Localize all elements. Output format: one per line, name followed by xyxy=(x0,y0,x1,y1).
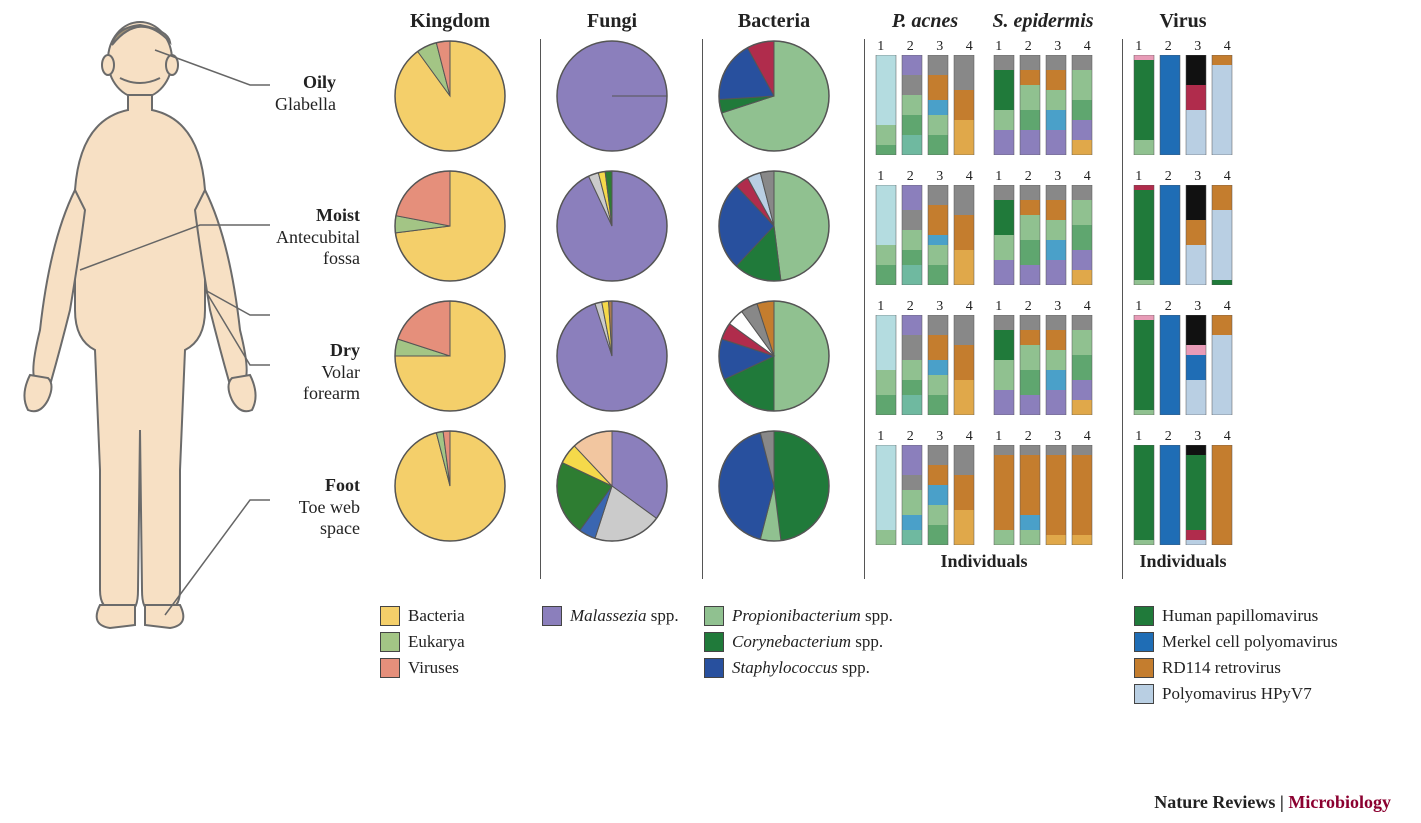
legend-item: Propionibacterium spp. xyxy=(704,606,964,626)
header-fungi: Fungi xyxy=(542,10,682,33)
legend-item: Staphylococcus spp. xyxy=(704,658,964,678)
legend-swatch xyxy=(542,606,562,626)
fungi-pie xyxy=(542,39,682,153)
site-foot-title: Foot xyxy=(325,475,360,495)
bacteria-pie xyxy=(704,299,844,413)
credit-line: Nature Reviews | Microbiology xyxy=(1154,792,1391,813)
legend-text: RD114 retrovirus xyxy=(1162,658,1281,678)
legend-kingdom: Bacteria Eukarya Viruses xyxy=(380,606,542,704)
virus-bars: 1234 xyxy=(1124,39,1242,155)
header-pacnes: P. acnes xyxy=(866,10,984,33)
virus-bars: 1234 xyxy=(1124,299,1242,415)
legend-item: RD114 retrovirus xyxy=(1134,658,1394,678)
legend-text: Malassezia spp. xyxy=(570,606,679,626)
legend-item: Viruses xyxy=(380,658,542,678)
legend-text: Corynebacterium spp. xyxy=(732,632,883,652)
legend-item: Eukarya xyxy=(380,632,542,652)
individuals-label-right: Individuals xyxy=(1124,551,1242,572)
legend-swatch xyxy=(380,632,400,652)
kingdom-pie xyxy=(380,429,520,543)
chart-row: 123412341234 xyxy=(380,39,1401,155)
legend-item: Malassezia spp. xyxy=(542,606,704,626)
legend-swatch xyxy=(704,606,724,626)
sepi-bars: 1234 xyxy=(984,39,1102,155)
header-virus: Virus xyxy=(1124,10,1242,33)
legend-text: Viruses xyxy=(408,658,459,678)
chart-row: 123412341234 xyxy=(380,169,1401,285)
legend-bacteria: Propionibacterium spp. Corynebacterium sp… xyxy=(704,606,964,704)
body-figure-column: Oily Glabella Moist Antecubital fossa Dr… xyxy=(20,10,360,704)
bacteria-pie xyxy=(704,429,844,543)
credit-sep: | xyxy=(1275,792,1288,812)
credit-topic: Microbiology xyxy=(1288,792,1391,812)
legend-text: Eukarya xyxy=(408,632,465,652)
site-dry-sub: Volar forearm xyxy=(303,362,360,404)
legend-item: Merkel cell polyomavirus xyxy=(1134,632,1394,652)
site-moist-sub: Antecubital fossa xyxy=(276,227,360,269)
column-headers-row: Kingdom Fungi Bacteria P. acnes S. epide… xyxy=(380,10,1401,33)
legend-swatch xyxy=(380,658,400,678)
legends-row: Bacteria Eukarya Viruses Malassezia spp. P… xyxy=(380,606,1401,704)
legend-item: Corynebacterium spp. xyxy=(704,632,964,652)
header-bacteria: Bacteria xyxy=(704,10,844,33)
credit-journal: Nature Reviews xyxy=(1154,792,1275,812)
chart-row: 123412341234 xyxy=(380,429,1401,545)
legend-text: Merkel cell polyomavirus xyxy=(1162,632,1338,652)
legend-swatch xyxy=(1134,684,1154,704)
pacnes-bars: 1234 xyxy=(866,299,984,415)
fungi-pie xyxy=(542,169,682,283)
legend-item: Bacteria xyxy=(380,606,542,626)
kingdom-pie xyxy=(380,169,520,283)
sepi-bars: 1234 xyxy=(984,299,1102,415)
header-kingdom: Kingdom xyxy=(380,10,520,33)
virus-bars: 1234 xyxy=(1124,169,1242,285)
legend-fungi: Malassezia spp. xyxy=(542,606,704,704)
site-dry-title: Dry xyxy=(330,340,360,360)
legend-text: Staphylococcus spp. xyxy=(732,658,870,678)
kingdom-pie xyxy=(380,39,520,153)
site-oily-sub: Glabella xyxy=(275,94,336,114)
pacnes-bars: 1234 xyxy=(866,429,984,545)
legend-virus: Human papillomavirus Merkel cell polyomav… xyxy=(1134,606,1394,704)
site-oily-title: Oily xyxy=(303,72,336,92)
bacteria-pie xyxy=(704,39,844,153)
legend-text: Polyomavirus HPyV7 xyxy=(1162,684,1312,704)
header-sepi: S. epidermis xyxy=(984,10,1102,33)
legend-swatch xyxy=(380,606,400,626)
site-foot-sub: Toe web space xyxy=(299,497,360,539)
pacnes-bars: 1234 xyxy=(866,169,984,285)
sepi-bars: 1234 xyxy=(984,169,1102,285)
legend-swatch xyxy=(1134,658,1154,678)
kingdom-pie xyxy=(380,299,520,413)
chart-row: 123412341234 xyxy=(380,299,1401,415)
fungi-pie xyxy=(542,299,682,413)
legend-swatch xyxy=(1134,632,1154,652)
bacteria-pie xyxy=(704,169,844,283)
legend-text: Human papillomavirus xyxy=(1162,606,1318,626)
legend-item: Polyomavirus HPyV7 xyxy=(1134,684,1394,704)
sepi-bars: 1234 xyxy=(984,429,1102,545)
legend-text: Propionibacterium spp. xyxy=(732,606,893,626)
legend-item: Human papillomavirus xyxy=(1134,606,1394,626)
legend-swatch xyxy=(704,632,724,652)
site-moist-title: Moist xyxy=(316,205,360,225)
legend-swatch xyxy=(1134,606,1154,626)
legend-text: Bacteria xyxy=(408,606,465,626)
individuals-label-left: Individuals xyxy=(866,551,1102,572)
virus-bars: 1234 xyxy=(1124,429,1242,545)
legend-swatch xyxy=(704,658,724,678)
charts-column: Kingdom Fungi Bacteria P. acnes S. epide… xyxy=(380,10,1401,704)
fungi-pie xyxy=(542,429,682,543)
pacnes-bars: 1234 xyxy=(866,39,984,155)
